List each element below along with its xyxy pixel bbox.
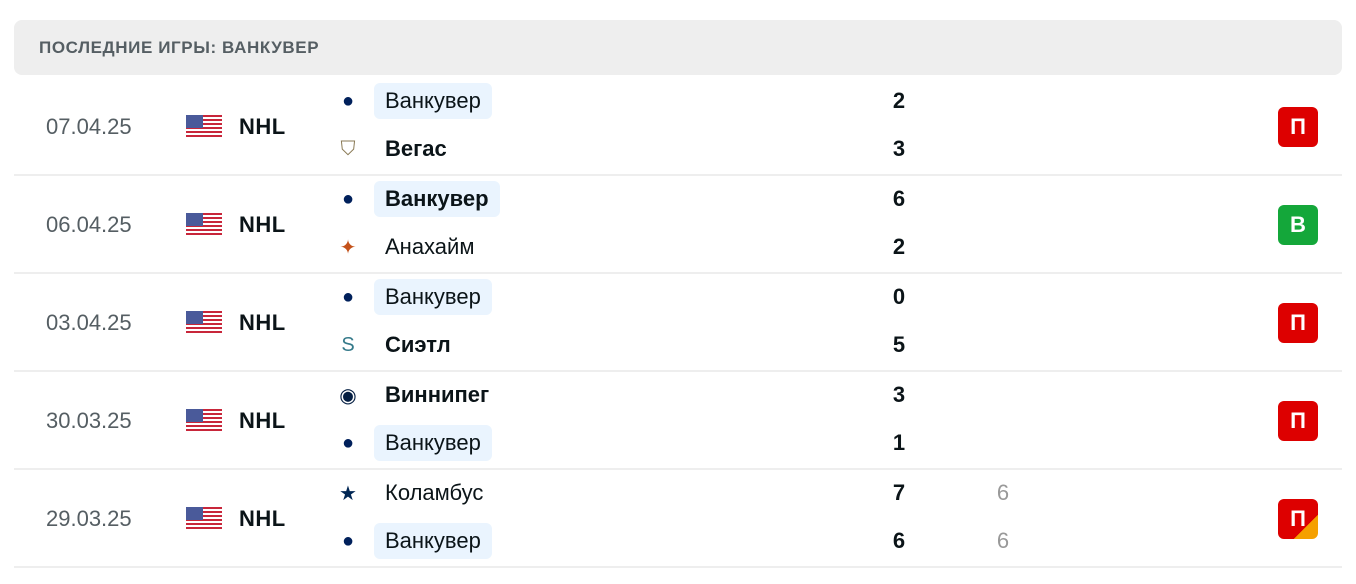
result-badge: П bbox=[1278, 499, 1318, 539]
match-date: 06.04.25 bbox=[46, 212, 132, 237]
team-name[interactable]: Ванкувер bbox=[374, 83, 492, 119]
team-name[interactable]: Ванкувер bbox=[374, 425, 492, 461]
kraken-logo-icon: S bbox=[341, 333, 355, 356]
team-name[interactable]: Вегас bbox=[385, 136, 447, 161]
team-name[interactable]: Коламбус bbox=[385, 480, 484, 505]
canucks-logo-icon: ● bbox=[341, 285, 355, 308]
team-score: 6 bbox=[892, 528, 906, 553]
team-away[interactable]: ● Ванкувер 1 bbox=[332, 425, 1232, 461]
section-title: ПОСЛЕДНИЕ ИГРЫ: ВАНКУВЕР bbox=[39, 38, 320, 57]
usa-flag-icon bbox=[186, 409, 222, 433]
team-name[interactable]: Ванкувер bbox=[374, 181, 500, 217]
team-away[interactable]: ⛉ Вегас 3 bbox=[332, 131, 1232, 167]
league-name: NHL bbox=[239, 310, 286, 335]
match-row[interactable]: 03.04.25 NHL ● Ванкувер 0 S Сиэтл 5 П bbox=[14, 274, 1342, 372]
match-row[interactable]: 29.03.25 NHL ★ Коламбус 7 6 ● Ванкувер 6… bbox=[14, 470, 1342, 568]
team-home[interactable]: ● Ванкувер 0 bbox=[332, 279, 1232, 315]
match-row[interactable]: 06.04.25 NHL ● Ванкувер 6 ✦ Анахайм 2 В bbox=[14, 176, 1342, 274]
canucks-logo-icon: ● bbox=[341, 187, 355, 210]
canucks-logo-icon: ● bbox=[341, 529, 355, 552]
golden-knights-logo-icon: ⛉ bbox=[340, 137, 356, 160]
league-name: NHL bbox=[239, 506, 286, 531]
team-name[interactable]: Ванкувер bbox=[374, 523, 492, 559]
team-score: 5 bbox=[892, 332, 906, 357]
match-date: 03.04.25 bbox=[46, 310, 132, 335]
team-score: 2 bbox=[892, 88, 906, 113]
usa-flag-icon bbox=[186, 213, 222, 237]
league-name: NHL bbox=[239, 114, 286, 139]
match-date: 07.04.25 bbox=[46, 114, 132, 139]
team-home[interactable]: ◉ Виннипег 3 bbox=[332, 377, 1232, 413]
team-name[interactable]: Виннипег bbox=[385, 382, 490, 407]
result-badge: В bbox=[1278, 205, 1318, 245]
team-home[interactable]: ★ Коламбус 7 6 bbox=[332, 475, 1232, 511]
jets-logo-icon: ◉ bbox=[339, 384, 357, 407]
result-badge: П bbox=[1278, 107, 1318, 147]
usa-flag-icon bbox=[186, 507, 222, 531]
usa-flag-icon bbox=[186, 115, 222, 139]
section-header: ПОСЛЕДНИЕ ИГРЫ: ВАНКУВЕР bbox=[14, 20, 1342, 75]
team-away[interactable]: ✦ Анахайм 2 bbox=[332, 229, 1232, 265]
match-row[interactable]: 07.04.25 NHL ● Ванкувер 2 ⛉ Вегас 3 П bbox=[14, 78, 1342, 176]
team-score: 6 bbox=[892, 186, 906, 211]
team-score: 0 bbox=[892, 284, 906, 309]
team-home[interactable]: ● Ванкувер 2 bbox=[332, 83, 1232, 119]
league-name: NHL bbox=[239, 212, 286, 237]
period-score: 6 bbox=[996, 480, 1010, 505]
match-date: 30.03.25 bbox=[46, 408, 132, 433]
team-home[interactable]: ● Ванкувер 6 bbox=[332, 181, 1232, 217]
result-badge: П bbox=[1278, 401, 1318, 441]
team-away[interactable]: S Сиэтл 5 bbox=[332, 327, 1232, 363]
team-score: 3 bbox=[892, 136, 906, 161]
ducks-logo-icon: ✦ bbox=[339, 236, 357, 259]
team-score: 2 bbox=[892, 234, 906, 259]
blue-jackets-logo-icon: ★ bbox=[339, 482, 357, 505]
canucks-logo-icon: ● bbox=[341, 431, 355, 454]
team-score: 1 bbox=[892, 430, 906, 455]
match-row[interactable]: 30.03.25 NHL ◉ Виннипег 3 ● Ванкувер 1 П bbox=[14, 372, 1342, 470]
league-name: NHL bbox=[239, 408, 286, 433]
team-score: 7 bbox=[892, 480, 906, 505]
team-score: 3 bbox=[892, 382, 906, 407]
team-away[interactable]: ● Ванкувер 6 6 bbox=[332, 523, 1232, 559]
team-name[interactable]: Анахайм bbox=[385, 234, 475, 259]
match-date: 29.03.25 bbox=[46, 506, 132, 531]
result-badge: П bbox=[1278, 303, 1318, 343]
canucks-logo-icon: ● bbox=[341, 89, 355, 112]
team-name[interactable]: Сиэтл bbox=[385, 332, 451, 357]
team-name[interactable]: Ванкувер bbox=[374, 279, 492, 315]
usa-flag-icon bbox=[186, 311, 222, 335]
period-score: 6 bbox=[996, 528, 1010, 553]
